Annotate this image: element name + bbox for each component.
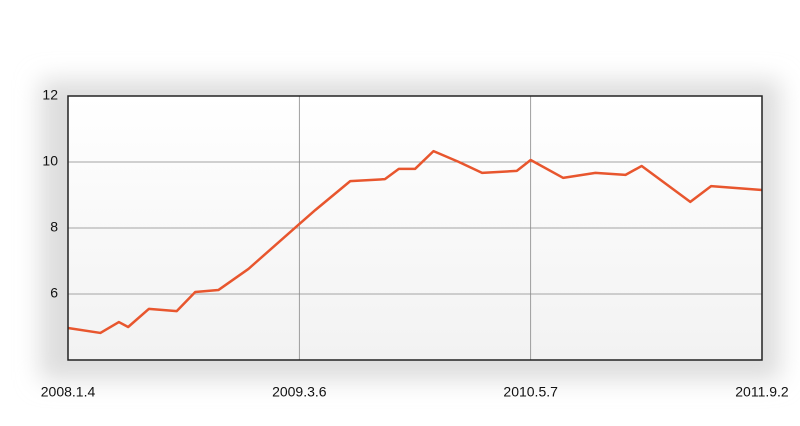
x-tick-label: 2011.9.2 xyxy=(735,384,789,400)
data-line xyxy=(67,149,763,335)
y-tick-label: 10 xyxy=(42,153,58,169)
x-tick-label: 2010.5.7 xyxy=(503,384,558,400)
y-tick-label: 6 xyxy=(50,285,58,301)
x-tick-label: 2009.3.6 xyxy=(272,384,327,400)
plot-frame xyxy=(67,95,763,361)
y-tick-label: 12 xyxy=(42,87,58,103)
y-tick-label: 8 xyxy=(50,219,58,235)
x-tick-label: 2008.1.4 xyxy=(41,384,96,400)
